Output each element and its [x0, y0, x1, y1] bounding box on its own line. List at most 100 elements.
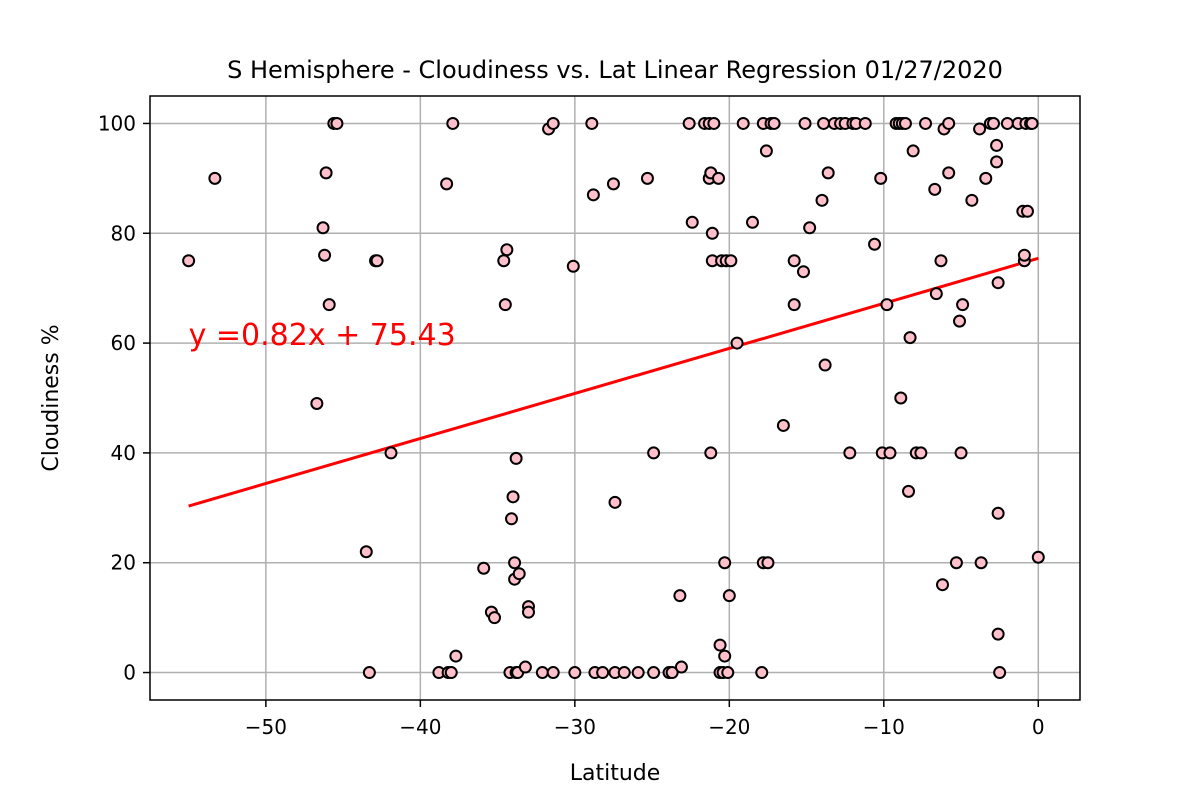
- data-point: [843, 446, 857, 460]
- data-point: [730, 336, 744, 350]
- data-point: [991, 506, 1005, 520]
- data-point: [707, 116, 721, 130]
- data-point: [566, 259, 580, 273]
- grid: [150, 96, 1080, 700]
- data-point: [1000, 116, 1014, 130]
- data-point: [546, 116, 560, 130]
- data-point: [817, 116, 831, 130]
- data-point: [674, 660, 688, 674]
- regression-layer: [188, 256, 1039, 508]
- data-point: [986, 116, 1000, 130]
- data-point: [929, 287, 943, 301]
- y-tick-label: 40: [111, 441, 136, 465]
- data-point: [608, 495, 622, 509]
- data-point: [942, 116, 956, 130]
- x-axis-label: Latitude: [570, 761, 661, 786]
- data-point: [617, 666, 631, 680]
- data-point: [477, 561, 491, 575]
- data-point: [787, 298, 801, 312]
- data-point: [384, 446, 398, 460]
- data-point: [934, 254, 948, 268]
- x-tick-label: −40: [399, 715, 441, 739]
- data-point: [444, 666, 458, 680]
- data-point: [880, 298, 894, 312]
- data-point: [504, 512, 518, 526]
- y-axis-ticks: 0 20 40 60 80 100: [98, 111, 150, 685]
- data-point: [990, 155, 1004, 169]
- data-point: [488, 611, 502, 625]
- data-point: [318, 248, 332, 262]
- data-point: [682, 116, 696, 130]
- data-point: [868, 237, 882, 251]
- data-point: [585, 116, 599, 130]
- data-point: [874, 171, 888, 185]
- data-point: [936, 578, 950, 592]
- data-point: [509, 451, 523, 465]
- data-point: [182, 254, 196, 268]
- data-point: [745, 215, 759, 229]
- data-point: [568, 666, 582, 680]
- data-point: [673, 589, 687, 603]
- data-point: [721, 666, 735, 680]
- data-point: [370, 254, 384, 268]
- data-point: [755, 666, 769, 680]
- x-axis-ticks: −50 −40 −30 −20 −10 0: [245, 700, 1045, 739]
- data-point: [965, 193, 979, 207]
- data-point: [991, 276, 1005, 290]
- data-point: [883, 446, 897, 460]
- data-point: [586, 188, 600, 202]
- data-point: [894, 391, 908, 405]
- data-point: [665, 666, 679, 680]
- data-point: [316, 221, 330, 235]
- data-point: [713, 638, 727, 652]
- y-tick-label: 100: [98, 111, 136, 135]
- data-point: [903, 331, 917, 345]
- chart-title: S Hemisphere - Cloudiness vs. Lat Linear…: [227, 56, 1003, 84]
- data-point: [858, 116, 872, 130]
- data-point: [1017, 248, 1031, 262]
- data-point: [506, 490, 520, 504]
- x-tick-label: −20: [708, 715, 750, 739]
- data-point: [521, 605, 535, 619]
- data-point: [685, 215, 699, 229]
- y-tick-label: 0: [123, 661, 136, 685]
- data-point: [902, 484, 916, 498]
- data-point: [979, 171, 993, 185]
- data-point: [546, 666, 560, 680]
- data-point: [898, 116, 912, 130]
- y-tick-label: 80: [111, 221, 136, 245]
- data-point: [787, 254, 801, 268]
- data-point: [991, 627, 1005, 641]
- x-tick-label: −30: [554, 715, 596, 739]
- data-point: [208, 171, 222, 185]
- data-point: [446, 116, 460, 130]
- data-point: [767, 116, 781, 130]
- data-point: [949, 556, 963, 570]
- data-point: [535, 666, 549, 680]
- data-point: [956, 298, 970, 312]
- data-point: [954, 446, 968, 460]
- data-point: [449, 649, 463, 663]
- data-point: [322, 298, 336, 312]
- data-point: [906, 144, 920, 158]
- regression-equation: y =0.82x + 75.43: [189, 318, 456, 353]
- data-point: [362, 666, 376, 680]
- data-point: [914, 446, 928, 460]
- data-point: [319, 166, 333, 180]
- data-point: [973, 122, 987, 136]
- data-point: [647, 666, 661, 680]
- data-point: [712, 171, 726, 185]
- data-point: [776, 418, 790, 432]
- y-axis-label: Cloudiness %: [39, 324, 64, 471]
- x-tick-label: −10: [863, 715, 905, 739]
- data-point: [704, 446, 718, 460]
- data-point: [761, 556, 775, 570]
- plot-frame: [149, 95, 1081, 701]
- data-point: [759, 144, 773, 158]
- x-tick-label: 0: [1032, 715, 1045, 739]
- data-point: [498, 298, 512, 312]
- data-point: [500, 243, 514, 257]
- data-point: [821, 166, 835, 180]
- data-point: [736, 116, 750, 130]
